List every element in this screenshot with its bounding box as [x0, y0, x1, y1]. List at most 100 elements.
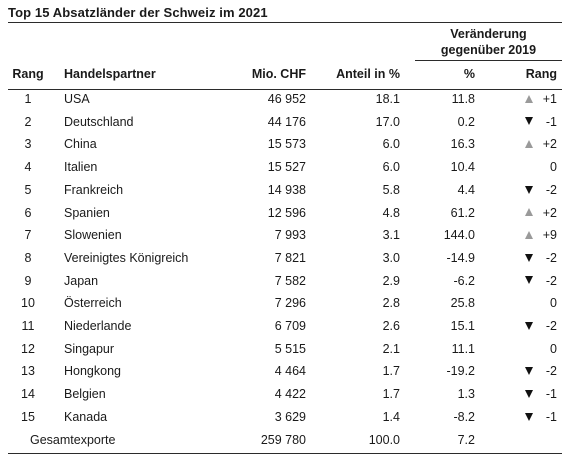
anteil-cell: 2.8 [382, 296, 400, 311]
triangle-down-icon [525, 253, 533, 262]
change-pct-cell: 16.3 [450, 137, 475, 152]
rank-change-value: +1 [542, 92, 557, 106]
header-rang-change: Rang [525, 67, 557, 81]
rank-change-value: +2 [542, 205, 557, 220]
partner-cell: China [64, 137, 97, 152]
rank-cell: 15 [21, 409, 35, 424]
triangle-down-icon [525, 389, 533, 398]
anteil-cell: 4.8 [382, 205, 400, 220]
group-header-line2: gegenüber 2019 [440, 43, 537, 57]
mio-chf-cell: 15 527 [267, 160, 306, 175]
partner-cell: Hongkong [64, 364, 121, 379]
rank-change-value: 0 [550, 160, 557, 175]
mio-chf-cell: 5 515 [274, 341, 306, 356]
rank-change-value: -2 [545, 319, 557, 333]
change-pct-cell: 144.0 [443, 228, 475, 243]
table-row: 7 Slowenien 7 993 3.1 144.0 +9 [0, 225, 573, 248]
rank-change-value: -2 [545, 182, 557, 197]
partner-cell: Niederlande [64, 319, 132, 333]
change-pct-cell: 11.8 [451, 92, 475, 106]
header-partner: Handelspartner [64, 67, 156, 81]
change-pct-cell: 1.3 [457, 387, 475, 402]
total-anteil: 100.0 [368, 432, 400, 447]
total-row: Gesamtexporte 259 780 100.0 7.2 [0, 430, 573, 453]
table-row: 8 Vereinigtes Königreich 7 821 3.0 -14.9 -2 [0, 248, 573, 271]
header-rang: Rang [12, 67, 44, 81]
total-label: Gesamtexporte [30, 432, 116, 447]
rank-change-value: 0 [550, 296, 557, 311]
table-row: 5 Frankreich 14 938 5.8 4.4 -2 [0, 180, 573, 203]
partner-cell: Deutschland [64, 114, 134, 129]
rank-change-cell: +2 [480, 137, 557, 151]
rank-cell: 12 [21, 341, 35, 356]
rank-change-value: -1 [545, 114, 557, 129]
triangle-up-icon [525, 94, 533, 103]
triangle-down-icon [525, 412, 533, 421]
rank-change-cell: -2 [480, 251, 557, 265]
anteil-cell: 5.8 [382, 182, 400, 197]
change-pct-cell: -14.9 [446, 250, 476, 265]
table-row: 11 Niederlande 6 709 2.6 15.1 -2 [0, 316, 573, 339]
triangle-down-icon [525, 276, 533, 285]
triangle-down-icon [525, 117, 533, 126]
rank-cell: 7 [24, 228, 32, 243]
header-mio: Mio. CHF [251, 67, 306, 81]
rank-change-value: +2 [542, 137, 557, 152]
change-pct-cell: 61.2 [450, 205, 475, 220]
total-pct: 7.2 [457, 432, 475, 447]
rank-change-cell: +9 [480, 228, 557, 242]
rank-change-value: -1 [545, 387, 557, 402]
anteil-cell: 1.4 [382, 409, 400, 424]
triangle-up-icon [525, 140, 533, 149]
partner-cell: Frankreich [64, 182, 124, 197]
rank-change-cell: -1 [480, 387, 557, 401]
change-pct-cell: -19.2 [446, 364, 476, 379]
rank-change-cell: +1 [480, 92, 557, 106]
mio-chf-cell: 6 709 [274, 319, 306, 333]
mio-chf-cell: 12 596 [267, 205, 306, 220]
rank-cell: 6 [24, 205, 32, 220]
mio-chf-cell: 7 296 [274, 296, 306, 311]
bottom-rule [8, 453, 562, 454]
anteil-cell: 18.1 [375, 92, 400, 106]
total-mio: 259 780 [260, 432, 306, 447]
mio-chf-cell: 3 629 [274, 409, 306, 424]
mio-chf-cell: 14 938 [267, 182, 306, 197]
anteil-cell: 2.6 [382, 319, 400, 333]
mio-chf-cell: 44 176 [267, 114, 306, 129]
mio-chf-cell: 7 582 [274, 273, 306, 288]
change-pct-cell: 25.8 [450, 296, 475, 311]
triangle-down-icon [525, 185, 533, 194]
header-pct: % [463, 67, 475, 81]
group-header-rule [415, 60, 562, 61]
rank-change-cell: +2 [480, 206, 557, 220]
anteil-cell: 2.1 [382, 341, 400, 356]
rank-change-cell: -2 [480, 274, 557, 288]
table-row: 13 Hongkong 4 464 1.7 -19.2 -2 [0, 361, 573, 384]
rank-change-cell: -2 [480, 183, 557, 197]
rank-cell: 4 [24, 160, 32, 175]
table-row: 10 Österreich 7 296 2.8 25.8 0 [0, 293, 573, 316]
rank-change-cell: 0 [480, 296, 557, 310]
anteil-cell: 6.0 [382, 137, 400, 152]
rank-change-value: -2 [545, 250, 557, 265]
rank-cell: 2 [24, 114, 32, 129]
anteil-cell: 3.0 [382, 250, 400, 265]
rank-cell: 1 [24, 92, 32, 106]
table-row: 1 USA 46 952 18.1 11.8 +1 [0, 89, 573, 112]
mio-chf-cell: 7 821 [274, 250, 306, 265]
partner-cell: Japan [64, 273, 99, 288]
rank-change-cell: -2 [480, 364, 557, 378]
rank-change-cell: -1 [480, 115, 557, 129]
header-anteil: Anteil in % [336, 67, 400, 81]
rank-cell: 14 [21, 387, 35, 402]
group-header-line1: Veränderung [450, 27, 527, 41]
anteil-cell: 3.1 [382, 228, 400, 243]
anteil-cell: 17.0 [375, 114, 400, 129]
rank-cell: 13 [21, 364, 35, 379]
partner-cell: Kanada [64, 409, 108, 424]
partner-cell: Vereinigtes Königreich [64, 250, 189, 265]
triangle-up-icon [525, 208, 533, 217]
rank-cell: 5 [24, 182, 32, 197]
partner-cell: Belgien [64, 387, 106, 402]
